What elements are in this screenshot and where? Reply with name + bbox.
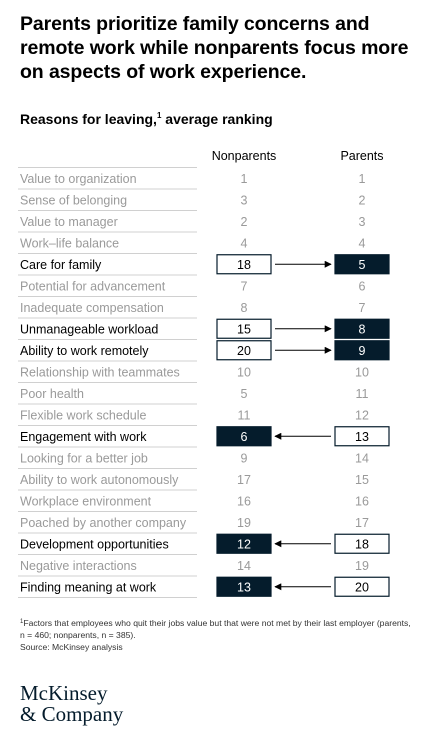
nonparents-rank: 3 [241, 193, 248, 207]
footnote: 1Factors that employees who quit their j… [20, 616, 415, 653]
parents-rank: 18 [355, 537, 369, 551]
nonparents-rank: 5 [241, 387, 248, 401]
parents-rank-box [334, 318, 390, 339]
nonparents-rank: 11 [238, 408, 251, 422]
nonparents-rank: 10 [237, 365, 251, 379]
nonparents-rank: 8 [241, 301, 248, 315]
nonparents-rank-box [216, 533, 272, 554]
row-label: Looking for a better job [20, 451, 148, 465]
chart-subtitle: Reasons for leaving,1 average ranking [20, 111, 273, 127]
nonparents-rank-box [216, 340, 272, 361]
row-label: Ability to work remotely [20, 344, 149, 358]
parents-rank: 10 [355, 365, 369, 379]
logo-line-1: McKinsey [20, 681, 108, 705]
row-label: Negative interactions [20, 559, 137, 573]
parents-rank: 20 [355, 580, 369, 594]
parents-rank: 15 [355, 473, 369, 487]
parents-rank: 17 [355, 516, 369, 530]
row-label: Engagement with work [20, 430, 147, 444]
nonparents-rank: 18 [237, 258, 251, 272]
nonparents-rank: 4 [241, 236, 248, 250]
row-label: Value to manager [20, 215, 118, 229]
parents-rank-box [334, 254, 390, 275]
row-label: Inadequate compensation [20, 301, 164, 315]
row-label: Finding meaning at work [20, 580, 157, 594]
nonparents-rank: 13 [237, 580, 251, 594]
nonparents-rank: 20 [237, 344, 251, 358]
page-title: Parents prioritize family concerns and r… [20, 13, 409, 83]
row-label: Development opportunities [20, 537, 169, 551]
parents-rank: 7 [359, 301, 366, 315]
nonparents-rank-box [216, 254, 272, 275]
mckinsey-logo: McKinsey & Company [20, 683, 123, 725]
nonparents-rank: 2 [241, 215, 248, 229]
nonparents-rank: 17 [237, 473, 251, 487]
nonparents-rank: 16 [237, 494, 251, 508]
footnote-marker: 1 [20, 619, 24, 625]
row-label: Unmanageable workload [20, 322, 158, 336]
nonparents-rank: 19 [237, 516, 251, 530]
row-label: Value to organization [20, 172, 137, 186]
row-label: Poached by another company [20, 516, 187, 530]
row-label: Work–life balance [20, 236, 119, 250]
parents-rank: 4 [359, 236, 366, 250]
parents-rank: 13 [355, 430, 369, 444]
parents-rank: 1 [359, 172, 366, 186]
row-label: Relationship with teammates [20, 365, 180, 379]
parents-rank: 14 [355, 451, 369, 465]
footnote-body: Factors that employees who quit their jo… [20, 618, 411, 640]
row-label: Poor health [20, 387, 84, 401]
row-label: Ability to work autonomously [20, 473, 179, 487]
nonparents-rank: 1 [241, 172, 248, 186]
nonparents-rank-box [216, 318, 272, 339]
row-label: Workplace environment [20, 494, 152, 508]
row-label: Potential for advancement [20, 279, 166, 293]
parents-rank-box [334, 576, 390, 597]
row-label: Flexible work schedule [20, 408, 146, 422]
parents-rank: 5 [359, 258, 366, 272]
nonparents-rank: 12 [237, 537, 251, 551]
column-header-nonparents: Nonparents [211, 149, 277, 163]
parents-rank: 8 [359, 322, 366, 336]
parents-rank-box [334, 533, 390, 554]
parents-rank: 12 [355, 408, 369, 422]
parents-rank: 3 [359, 215, 366, 229]
row-label: Sense of belonging [20, 193, 127, 207]
nonparents-rank: 6 [241, 430, 248, 444]
nonparents-rank-box [216, 426, 272, 447]
parents-rank-box [334, 340, 390, 361]
nonparents-rank: 15 [237, 322, 251, 336]
nonparents-rank: 14 [237, 559, 251, 573]
source-text: Source: McKinsey analysis [20, 642, 123, 652]
logo-line-2: & Company [20, 702, 124, 726]
footnote-marker: 1 [156, 111, 162, 120]
nonparents-rank-box [216, 576, 272, 597]
parents-rank: 16 [355, 494, 369, 508]
parents-rank-box [334, 426, 390, 447]
nonparents-rank: 9 [241, 451, 248, 465]
chart-subtitle-suffix: average ranking [161, 111, 273, 127]
chart-subtitle-text: Reasons for leaving, [20, 111, 157, 127]
footnote-text: 1Factors that employees who quit their j… [20, 616, 415, 641]
parents-rank: 9 [359, 344, 366, 358]
column-header-parents: Parents [340, 149, 384, 163]
row-label: Care for family [20, 258, 102, 272]
parents-rank: 6 [359, 279, 366, 293]
parents-rank: 11 [356, 387, 369, 401]
nonparents-rank: 7 [241, 279, 248, 293]
parents-rank: 2 [359, 193, 366, 207]
parents-rank: 19 [355, 559, 369, 573]
